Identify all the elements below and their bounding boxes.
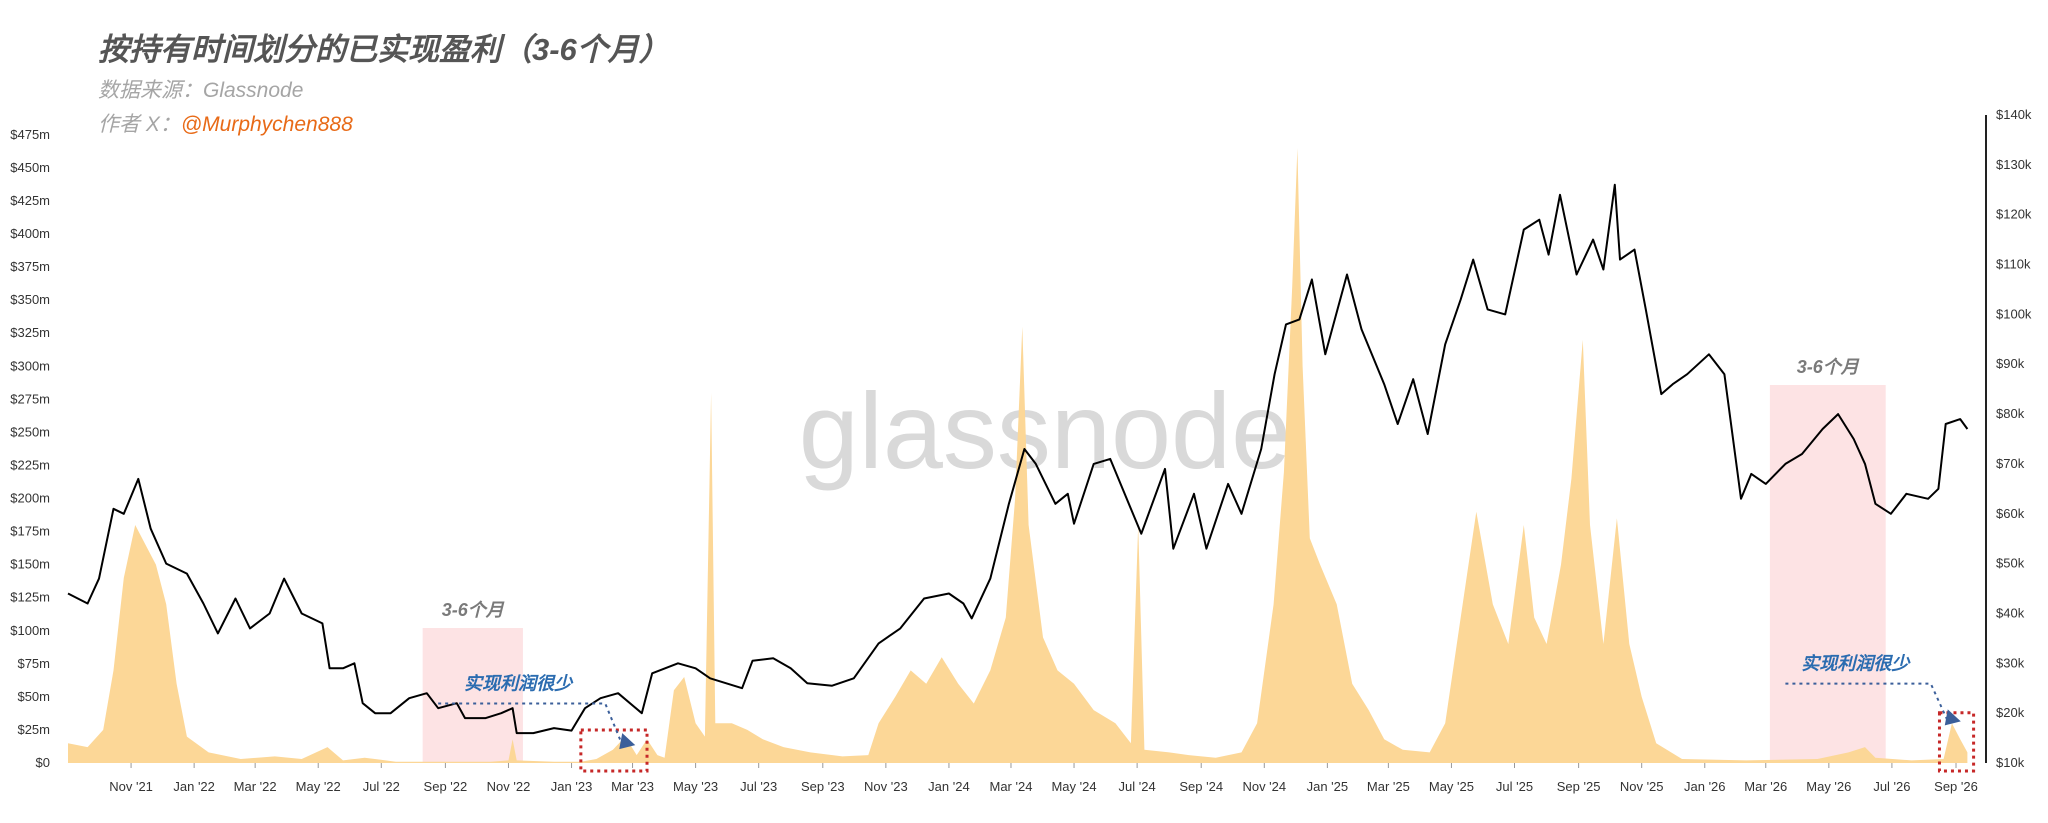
left-tick-label: $350m	[10, 292, 50, 307]
right-tick-label: $70k	[1996, 456, 2025, 471]
left-tick-label: $450m	[10, 160, 50, 175]
x-tick-label: Jul '26	[1873, 779, 1910, 794]
right-tick-label: $20k	[1996, 705, 2025, 720]
x-tick-label: May '23	[673, 779, 718, 794]
right-tick-label: $30k	[1996, 655, 2025, 670]
left-tick-label: $375m	[10, 259, 50, 274]
right-tick-label: $110k	[1996, 257, 2031, 272]
left-tick-label: $200m	[10, 491, 50, 506]
x-tick-label: May '24	[1051, 779, 1096, 794]
left-tick-label: $50m	[17, 689, 50, 704]
x-tick-label: Jan '24	[928, 779, 970, 794]
right-tick-label: $140k	[1996, 107, 2032, 122]
right-tick-label: $130k	[1996, 157, 2032, 172]
right-tick-label: $100k	[1996, 306, 2032, 321]
x-tick-label: Jan '25	[1307, 779, 1349, 794]
author-handle: @Murphychen888	[180, 113, 353, 136]
data-source: 数据来源：Glassnode	[98, 79, 304, 102]
left-tick-label: $250m	[10, 424, 50, 439]
x-tick-label: Sep '25	[1557, 779, 1601, 794]
x-tick-label: Nov '24	[1242, 779, 1286, 794]
left-tick-label: $0	[36, 755, 50, 770]
x-tick-label: Jan '23	[551, 779, 593, 794]
right-tick-label: $10k	[1996, 755, 2025, 770]
left-tick-label: $175m	[10, 524, 50, 539]
watermark: glassnode	[799, 370, 1291, 491]
author-prefix: 作者 X：	[98, 113, 181, 136]
highlight-windows: 3-6个月 3-6个月	[422, 357, 1886, 763]
annotation-box	[1937, 711, 1976, 773]
x-tick-label: Mar '22	[234, 779, 277, 794]
x-tick-label: Jul '24	[1119, 779, 1156, 794]
highlight-window	[1769, 385, 1886, 763]
right-axis: $10k $20k $30k $40k $50k $60k $70k $80k $90k $100…	[1985, 107, 2032, 770]
annotation-box	[579, 728, 649, 773]
window-label: 3-6个月	[442, 600, 505, 620]
x-tick-label: May '22	[296, 779, 341, 794]
x-tick-label: Mar '24	[989, 779, 1032, 794]
left-axis: $0 $25m $50m $75m $100m $125m $150m $175m $200m $…	[10, 127, 50, 770]
left-tick-label: $325m	[10, 325, 50, 340]
right-tick-label: $40k	[1996, 605, 2025, 620]
right-tick-label: $80k	[1996, 406, 2025, 421]
x-tick-label: Jul '23	[740, 779, 777, 794]
arrow-head	[1944, 709, 1961, 726]
annotation-arrow	[438, 702, 625, 748]
x-tick-label: Sep '26	[1934, 779, 1978, 794]
x-tick-label: Jul '25	[1496, 779, 1533, 794]
x-axis: Nov '21 Jan '22 Mar '22 May '22 Jul '22 Sep '…	[109, 763, 1978, 794]
left-tick-label: $225m	[10, 457, 50, 472]
x-tick-label: Nov '25	[1620, 779, 1664, 794]
x-tick-label: Nov '21	[109, 779, 153, 794]
annotation-label: 实现利润很少	[464, 673, 574, 693]
chart-title: 按持有时间划分的已实现盈利（3-6个月）	[98, 32, 670, 67]
price-series	[67, 183, 1969, 735]
left-tick-label: $100m	[10, 623, 50, 638]
left-tick-label: $25m	[17, 722, 50, 737]
x-tick-label: Sep '23	[801, 779, 845, 794]
left-tick-label: $75m	[17, 656, 50, 671]
x-tick-label: Nov '23	[864, 779, 908, 794]
highlight-window	[422, 628, 523, 763]
right-tick-label: $50k	[1996, 556, 2025, 571]
area-series	[68, 148, 1968, 764]
left-tick-label: $475m	[10, 127, 50, 142]
annotation-label: 实现利润很少	[1801, 654, 1911, 674]
x-tick-label: May '25	[1429, 779, 1474, 794]
left-tick-label: $425m	[10, 193, 50, 208]
arrow-head	[619, 733, 636, 750]
left-tick-label: $150m	[10, 557, 50, 572]
right-tick-label: $90k	[1996, 356, 2025, 371]
author-line: 作者 X：@Murphychen888	[98, 108, 353, 138]
x-tick-label: Mar '26	[1744, 779, 1787, 794]
left-tick-label: $300m	[10, 358, 50, 373]
right-tick-label: $60k	[1996, 506, 2025, 521]
price-line	[67, 183, 1969, 735]
left-tick-label: $275m	[10, 391, 50, 406]
x-tick-label: Sep '24	[1179, 779, 1223, 794]
left-tick-label: $125m	[10, 590, 50, 605]
x-tick-label: Mar '25	[1367, 779, 1410, 794]
x-tick-label: Jan '22	[173, 779, 215, 794]
x-tick-label: May '26	[1806, 779, 1851, 794]
x-tick-label: Mar '23	[611, 779, 654, 794]
right-tick-label: $120k	[1996, 207, 2032, 222]
left-tick-label: $400m	[10, 226, 50, 241]
x-tick-label: Jul '22	[363, 779, 400, 794]
window-label: 3-6个月	[1797, 357, 1860, 377]
x-tick-label: Sep '22	[424, 779, 468, 794]
x-tick-label: Jan '26	[1684, 779, 1726, 794]
x-tick-label: Nov '22	[487, 779, 531, 794]
annotation-boxes	[579, 711, 1976, 773]
realized-profit-area	[68, 148, 1968, 764]
